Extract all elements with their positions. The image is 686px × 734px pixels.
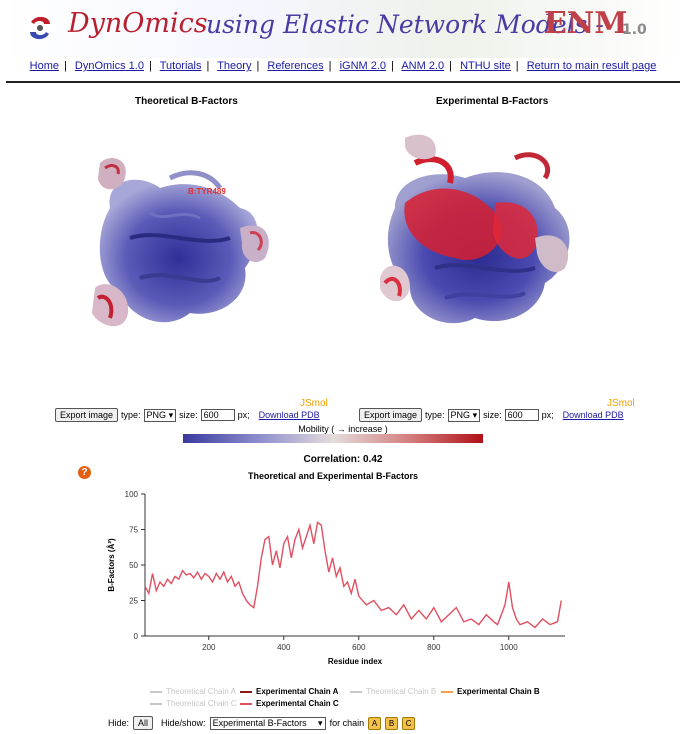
type-select[interactable]: PNG ▾ — [447, 408, 481, 422]
legend-item[interactable]: Theoretical Chain C — [150, 699, 237, 708]
type-label: type: — [425, 410, 445, 420]
theoretical-viewer-title: Theoretical B-Factors — [135, 96, 238, 107]
type-select-value: PNG — [450, 409, 471, 420]
y-tick-label: 25 — [129, 597, 138, 606]
chain-c-button[interactable]: C — [402, 716, 416, 730]
enm-version: 1.0 — [622, 22, 647, 38]
y-tick-label: 75 — [129, 526, 138, 535]
legend-item[interactable]: Experimental Chain A — [240, 687, 338, 696]
legend-label: Theoretical Chain C — [166, 699, 237, 708]
correlation-value: Correlation: 0.42 — [303, 454, 383, 465]
legend-label: Theoretical Chain B — [366, 687, 437, 696]
nav-theory[interactable]: Theory — [217, 60, 252, 72]
px-label: px; — [237, 410, 250, 420]
px-label: px; — [541, 410, 554, 420]
type-select-value: PNG — [146, 409, 167, 420]
legend-swatch — [240, 702, 252, 705]
jsmol-label-right: JSmol — [607, 398, 635, 409]
help-icon[interactable]: ? — [78, 466, 91, 479]
mobility-colorbar — [183, 434, 483, 443]
y-tick-label: 0 — [134, 632, 139, 641]
x-tick-label: 1000 — [500, 643, 518, 652]
download-pdb-link[interactable]: Download PDB — [562, 410, 624, 420]
experimental-structure-viewer[interactable] — [365, 118, 615, 373]
export-image-button[interactable]: Export image — [55, 408, 119, 422]
brand-title: DynOmics — [68, 8, 208, 39]
download-pdb-link[interactable]: Download PDB — [258, 410, 320, 420]
nav-tutorials[interactable]: Tutorials — [159, 60, 202, 72]
size-input[interactable]: 600 — [200, 409, 235, 421]
legend-label: Experimental Chain A — [256, 687, 339, 696]
legend-item[interactable]: Theoretical Chain A — [150, 687, 236, 696]
chain-b-button[interactable]: B — [385, 716, 399, 730]
size-input[interactable]: 600 — [504, 409, 539, 421]
legend-label: Experimental Chain B — [457, 687, 540, 696]
experimental-viewer-title: Experimental B-Factors — [436, 96, 549, 107]
x-tick-label: 800 — [427, 643, 441, 652]
type-select[interactable]: PNG ▾ — [143, 408, 177, 422]
legend-item[interactable]: Experimental Chain B — [441, 687, 540, 696]
chevron-down-icon: ▾ — [168, 409, 174, 420]
hideshow-select[interactable]: Experimental B-Factors ▾ — [209, 716, 326, 730]
legend-item[interactable]: Experimental Chain C — [240, 699, 339, 708]
chain-a-button[interactable]: A — [368, 716, 382, 730]
dynomics-logo-icon — [24, 12, 56, 44]
nav-dynomics[interactable]: DynOmics 1.0 — [74, 60, 144, 72]
y-tick-label: 100 — [125, 490, 139, 499]
export-controls-right: Export image type: PNG ▾ size: 600 px; D… — [359, 408, 624, 422]
chevron-down-icon: ▾ — [472, 409, 478, 420]
bfactor-chart: 0 25 50 75 100 200 400 600 800 1000 Residue index B… — [107, 490, 565, 666]
legend-swatch — [441, 690, 453, 693]
y-axis-label: B-Factors (Å²) — [107, 538, 116, 592]
chevron-down-icon: ▾ — [318, 717, 323, 728]
hideshow-label: Hide/show: — [161, 718, 206, 728]
nav-home[interactable]: Home — [29, 60, 59, 72]
chart-controls: Hide: All Hide/show: Experimental B-Fact… — [108, 716, 416, 730]
nav-anm[interactable]: ANM 2.0 — [401, 60, 445, 72]
enm-logo-text: ENM — [544, 6, 628, 41]
size-label: size: — [483, 410, 502, 420]
nav-references[interactable]: References — [267, 60, 324, 72]
hideshow-select-value: Experimental B-Factors — [212, 717, 307, 728]
x-axis-label: Residue index — [328, 657, 383, 666]
nav-nthu[interactable]: NTHU site — [460, 60, 511, 72]
header-divider — [6, 81, 680, 83]
legend-item[interactable]: Theoretical Chain B — [350, 687, 436, 696]
legend-label: Theoretical Chain A — [166, 687, 236, 696]
export-controls-left: Export image type: PNG ▾ size: 600 px; D… — [55, 408, 320, 422]
jsmol-label-left: JSmol — [300, 398, 328, 409]
for-chain-label: for chain — [329, 718, 365, 728]
legend-label: Experimental Chain C — [256, 699, 339, 708]
legend-swatch — [350, 690, 362, 693]
chart-title: Theoretical and Experimental B-Factors — [247, 471, 419, 481]
export-image-button[interactable]: Export image — [359, 408, 423, 422]
mobility-label: Mobility ( → increase ) — [298, 424, 388, 434]
hide-label: Hide: — [108, 718, 130, 728]
nav-ignm[interactable]: iGNM 2.0 — [339, 60, 387, 72]
legend-swatch — [150, 702, 162, 705]
residue-label: B:TYR489 — [188, 187, 226, 196]
size-label: size: — [179, 410, 198, 420]
y-tick-label: 50 — [129, 561, 138, 570]
x-tick-label: 200 — [202, 643, 216, 652]
site-header: DynOmics using Elastic Network Models - … — [0, 0, 686, 58]
legend-swatch — [150, 690, 162, 693]
series-line — [144, 521, 562, 629]
type-label: type: — [121, 410, 141, 420]
legend-swatch — [240, 690, 252, 693]
top-navigation: Home | DynOmics 1.0 | Tutorials | Theory | R… — [29, 60, 657, 72]
theoretical-structure-viewer[interactable]: B:TYR489 — [70, 118, 320, 373]
x-tick-label: 400 — [277, 643, 291, 652]
nav-return[interactable]: Return to main result page — [526, 60, 657, 72]
brand-subtitle: using Elastic Network Models - — [206, 10, 604, 39]
x-tick-label: 600 — [352, 643, 366, 652]
hide-all-button[interactable]: All — [133, 716, 154, 730]
